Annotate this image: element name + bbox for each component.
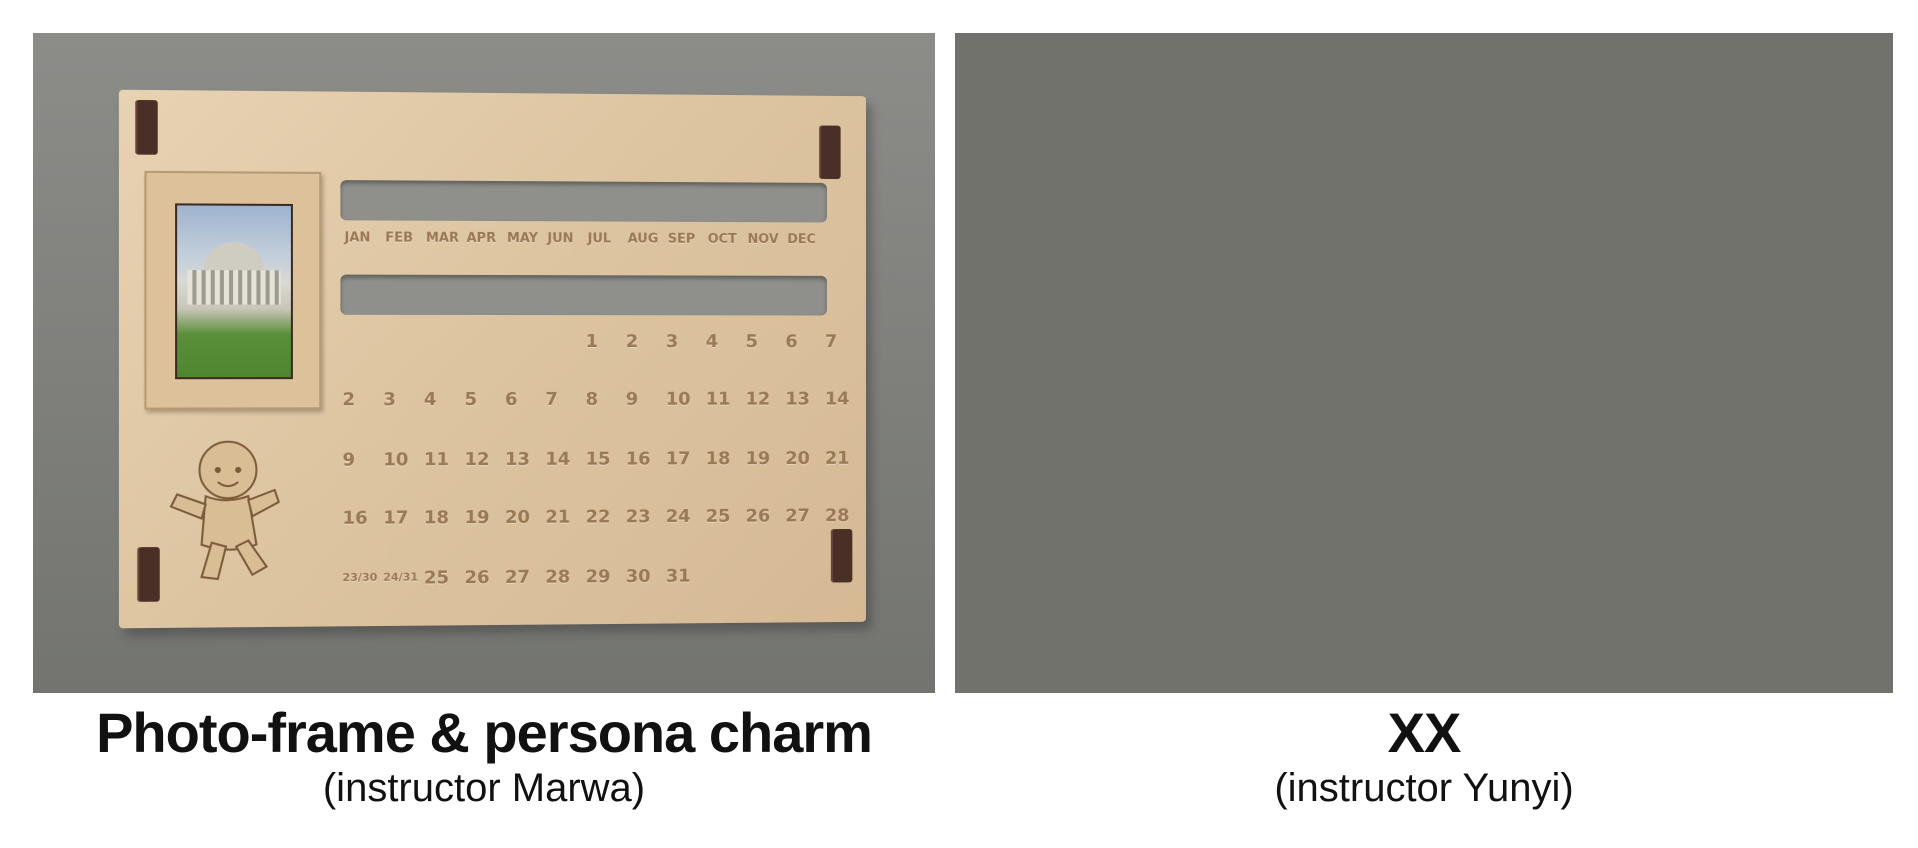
day-number: 10 <box>383 449 409 471</box>
split-day-label: 23/30 <box>342 570 378 585</box>
day-number: 20 <box>504 506 530 528</box>
month-label: JAN <box>344 230 371 246</box>
day-number: 4 <box>423 389 437 411</box>
day-number: 19 <box>464 507 490 529</box>
corner-peg <box>819 125 841 180</box>
month-label: APR <box>466 230 497 246</box>
day-number: 2 <box>342 389 356 411</box>
day-number: 26 <box>464 567 490 589</box>
day-number: 25 <box>423 567 450 589</box>
day-number: 7 <box>545 388 558 410</box>
month-label: AUG <box>627 231 659 247</box>
day-number: 10 <box>665 388 691 410</box>
day-number: 14 <box>545 448 571 470</box>
month-labels: JAN FEB MAR APR MAY JUN JUL AUG SEP OCT NOV DEC <box>119 90 866 247</box>
month-label: SEP <box>667 231 696 247</box>
day-number: 27 <box>504 566 530 588</box>
split-day-label: 24/31 <box>383 570 419 584</box>
month-label: MAY <box>506 231 539 247</box>
month-label: MAR <box>425 230 460 246</box>
right-photo-placeholder <box>955 33 1893 693</box>
day-number: 28 <box>545 566 571 588</box>
day-number: 15 <box>585 448 611 470</box>
day-number: 29 <box>585 566 611 588</box>
month-label: JUL <box>587 231 612 247</box>
day-number: 18 <box>423 507 450 529</box>
day-number: 9 <box>342 449 356 471</box>
left-caption-subtitle: (instructor Marwa) <box>322 766 646 810</box>
day-number: 14 <box>824 388 850 410</box>
day-number: 20 <box>785 448 810 469</box>
day-number: 7 <box>824 331 838 353</box>
day-number: 23 <box>625 506 651 528</box>
month-label: OCT <box>707 231 737 247</box>
month-slot <box>340 180 827 223</box>
corner-peg <box>135 99 158 155</box>
day-number: 17 <box>665 448 691 470</box>
day-number: 12 <box>464 449 490 471</box>
day-number: 9 <box>625 388 639 410</box>
photo-frame <box>144 170 322 410</box>
day-number: 2 <box>625 331 639 353</box>
day-number: 6 <box>785 331 798 353</box>
day-number: 26 <box>745 505 771 527</box>
month-label: JUN <box>547 231 574 247</box>
left-caption-title: Photo-frame & persona charm <box>96 701 873 764</box>
day-number: 18 <box>705 448 731 470</box>
right-caption-subtitle: (instructor Yunyi) <box>1274 766 1574 810</box>
month-label: FEB <box>385 230 414 246</box>
month-label: DEC <box>787 232 816 248</box>
right-caption: XX (instructor Yunyi) <box>955 700 1893 810</box>
day-number: 5 <box>745 331 758 353</box>
day-number: 19 <box>745 448 771 470</box>
day-number: 21 <box>545 506 571 528</box>
day-number: 27 <box>785 505 810 527</box>
day-number: 3 <box>383 389 396 411</box>
persona-charm-figure <box>165 434 287 586</box>
day-number: 6 <box>504 388 518 410</box>
right-caption-title: XX <box>1387 701 1462 764</box>
day-number: 22 <box>585 506 611 528</box>
day-number: 12 <box>745 388 771 410</box>
day-numbers: 1 2 3 4 5 6 7 2 3 4 5 6 7 8 9 10 11 12 13 14 9 10 11 12 13 14 15 16… <box>119 90 866 588</box>
month-label: NOV <box>747 232 779 248</box>
day-number: 17 <box>383 507 409 529</box>
day-number: 4 <box>705 331 719 353</box>
day-number: 13 <box>785 388 810 410</box>
day-number: 24 <box>665 506 691 528</box>
day-number: 5 <box>464 389 478 411</box>
day-number: 21 <box>824 447 850 469</box>
day-number: 16 <box>625 448 651 470</box>
day-slot <box>340 274 827 316</box>
day-number: 28 <box>824 505 850 527</box>
day-number: 16 <box>342 507 368 529</box>
portico-columns <box>187 270 281 305</box>
dome-shape <box>203 241 265 273</box>
framed-photo <box>175 203 293 380</box>
corner-peg <box>137 547 160 602</box>
day-number: 25 <box>705 505 731 527</box>
day-number: 8 <box>585 388 599 410</box>
day-number: 11 <box>705 388 731 410</box>
day-number: 3 <box>665 331 679 353</box>
left-caption: Photo-frame & persona charm (instructor … <box>33 700 935 810</box>
day-number: 31 <box>665 565 691 587</box>
day-number: 30 <box>625 565 651 588</box>
day-number: 1 <box>585 331 599 353</box>
day-number: 11 <box>423 449 450 471</box>
day-number: 13 <box>504 448 530 470</box>
corner-peg <box>830 528 853 583</box>
